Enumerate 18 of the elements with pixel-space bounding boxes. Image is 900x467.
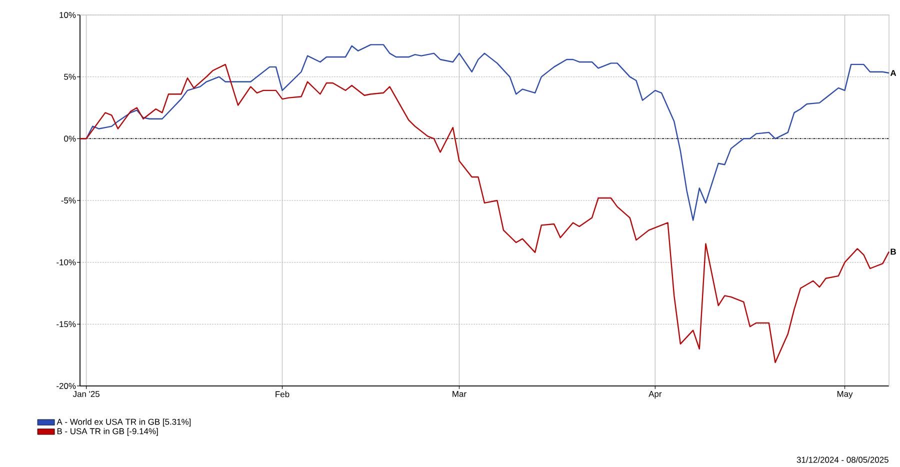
y-tick-label: -5% — [61, 198, 76, 204]
x-tick-label: Feb — [276, 390, 290, 398]
annotation: A — [890, 70, 896, 76]
x-tick-label: Mar — [452, 390, 466, 397]
y-tick-label: -15% — [56, 321, 76, 328]
x-tick-label: Apr — [648, 390, 662, 399]
text: 31/12/2024 - 08/05/2025 — [796, 456, 888, 463]
y-tick-label: 5% — [64, 74, 76, 80]
line-series — [79, 64, 890, 364]
y-tick-label: -10% — [56, 259, 76, 266]
y-tick-label: -20% — [56, 382, 76, 389]
y-tick-label: 0% — [64, 136, 76, 142]
y-tick-label: 10% — [60, 12, 76, 18]
x-tick-label: Jan '25 — [72, 391, 100, 397]
annotation: B — [890, 248, 896, 255]
legend-label: A - World ex USA TR in GB [5.31%] — [56, 418, 191, 426]
legend-label: B - USA TR in GB [-9.14%] — [57, 428, 158, 436]
x-tick-label: May — [837, 390, 853, 399]
